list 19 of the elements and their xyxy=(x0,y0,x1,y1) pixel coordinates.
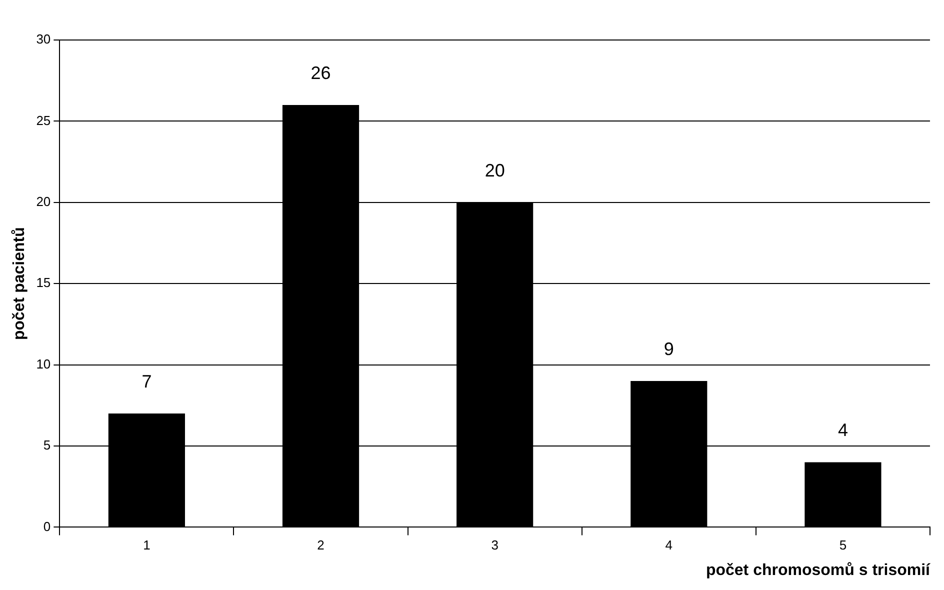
y-tick-label: 30 xyxy=(36,32,51,47)
data-label: 7 xyxy=(142,371,152,392)
x-tick-label: 1 xyxy=(143,538,150,553)
x-tick-label: 4 xyxy=(665,538,673,553)
x-tick-label: 5 xyxy=(839,538,847,553)
y-tick-label: 5 xyxy=(43,438,51,453)
y-axis-title: počet pacientů xyxy=(11,227,28,340)
data-label: 9 xyxy=(664,339,674,360)
y-tick-label: 0 xyxy=(43,518,51,534)
x-tick-label: 3 xyxy=(491,538,498,553)
y-tick-label: 20 xyxy=(36,194,51,209)
y-tick-label: 10 xyxy=(36,356,51,372)
x-axis-title: počet chromosomů s trisomií xyxy=(706,562,931,579)
data-label: 4 xyxy=(838,420,848,440)
data-label: 26 xyxy=(310,62,331,83)
x-tick-label: 2 xyxy=(317,538,324,553)
y-tick-label: 15 xyxy=(36,275,51,290)
data-label: 20 xyxy=(484,160,505,180)
y-tick-label: 25 xyxy=(36,112,51,128)
